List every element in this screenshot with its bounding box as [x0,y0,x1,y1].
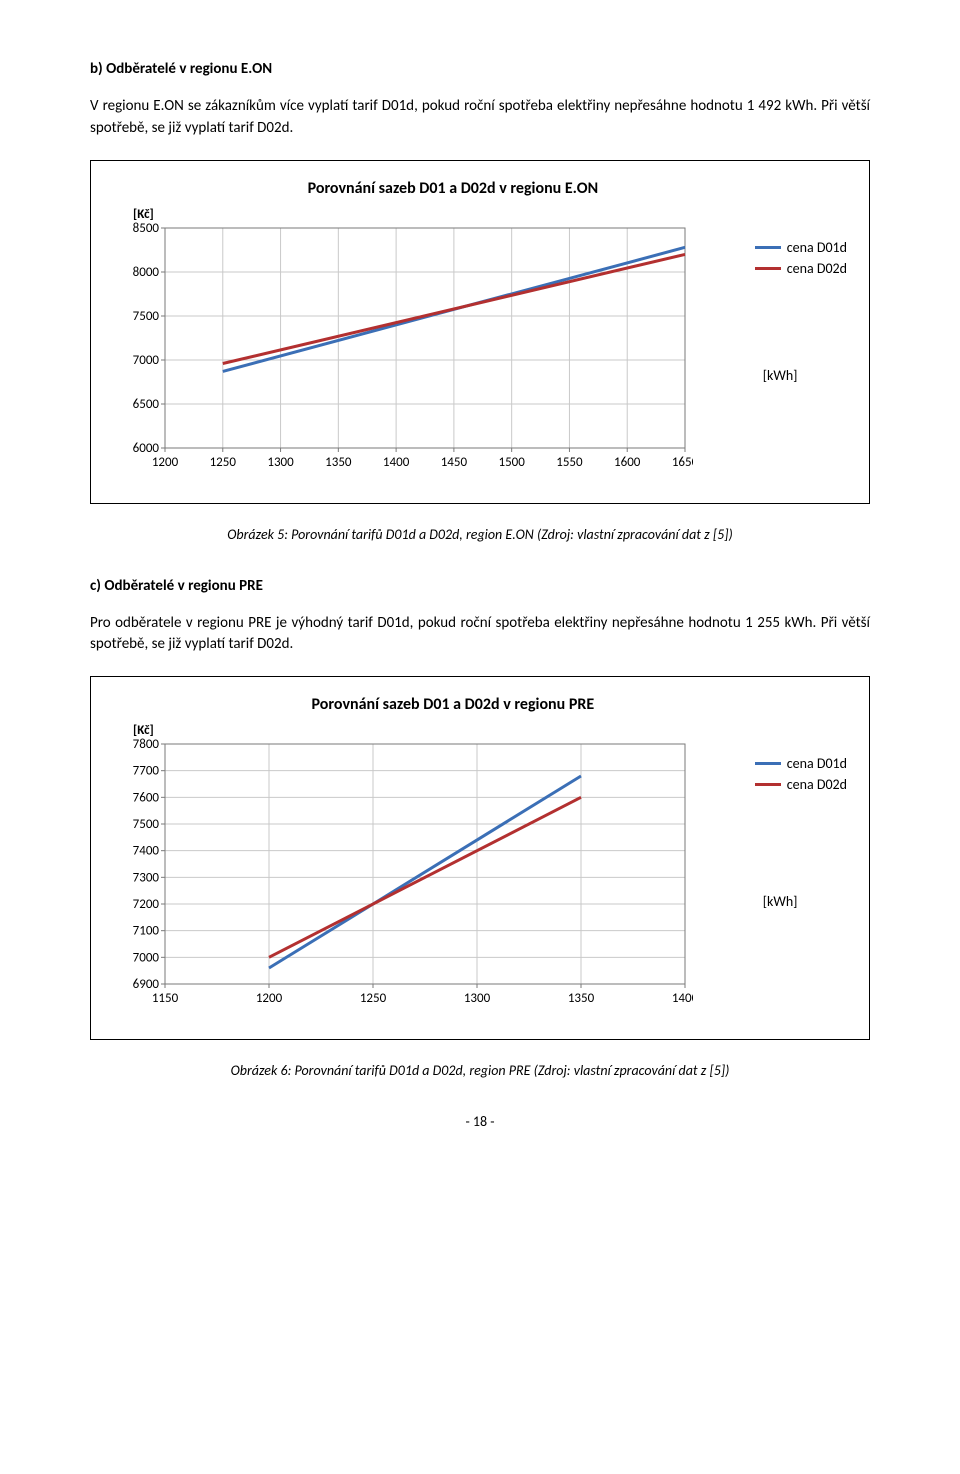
caption-figure-5: Obrázek 5: Porovnání tarifů D01d a D02d,… [90,526,870,543]
svg-text:7500: 7500 [133,817,160,832]
svg-text:1650: 1650 [672,455,693,470]
svg-text:1200: 1200 [152,455,179,470]
svg-text:7500: 7500 [133,309,160,324]
chart-pre-frame: Porovnání sazeb D01 a D02d v regionu PRE… [90,676,870,1040]
legend-item: cena D02d [755,776,847,793]
legend-item: cena D01d [755,755,847,772]
chart-eon: Porovnání sazeb D01 a D02d v regionu E.O… [113,179,741,481]
legend-swatch [755,783,781,786]
svg-text:[Kč]: [Kč] [133,207,154,222]
svg-text:6500: 6500 [133,397,160,412]
svg-text:7000: 7000 [133,950,160,965]
svg-text:7200: 7200 [133,897,160,912]
svg-text:1600: 1600 [614,455,641,470]
chart-pre: Porovnání sazeb D01 a D02d v regionu PRE… [113,695,741,1017]
legend-swatch [755,267,781,270]
legend-label: cena D02d [787,260,847,277]
svg-text:7300: 7300 [133,870,160,885]
section-c-paragraph: Pro odběratele v regionu PRE je výhodný … [90,613,870,657]
legend-item: cena D01d [755,239,847,256]
svg-text:1300: 1300 [267,455,294,470]
svg-text:1150: 1150 [152,991,179,1006]
section-b-paragraph: V regionu E.ON se zákazníkům více vyplat… [90,96,870,140]
svg-text:7400: 7400 [133,844,160,859]
legend-swatch [755,246,781,249]
svg-text:1550: 1550 [556,455,583,470]
section-b-heading: b) Odběratelé v regionu E.ON [90,60,870,78]
svg-text:1250: 1250 [360,991,387,1006]
svg-text:1400: 1400 [672,991,693,1006]
legend-swatch [755,762,781,765]
svg-text:1350: 1350 [325,455,352,470]
chart-title: Porovnání sazeb D01 a D02d v regionu PRE [165,695,741,714]
chart-title: Porovnání sazeb D01 a D02d v regionu E.O… [165,179,741,198]
svg-text:1500: 1500 [498,455,525,470]
legend-label: cena D01d [787,755,847,772]
chart-pre-legend: cena D01d cena D02d [755,695,847,793]
svg-text:1350: 1350 [568,991,595,1006]
svg-text:1250: 1250 [210,455,237,470]
chart-eon-x-unit: [kWh] [755,367,847,384]
svg-text:8000: 8000 [133,265,160,280]
caption-figure-6: Obrázek 6: Porovnání tarifů D01d a D02d,… [90,1062,870,1079]
svg-text:7100: 7100 [133,924,160,939]
svg-text:1450: 1450 [441,455,468,470]
svg-text:1200: 1200 [256,991,283,1006]
svg-text:1400: 1400 [383,455,410,470]
svg-text:7600: 7600 [133,790,160,805]
svg-text:6900: 6900 [133,977,160,992]
svg-text:7700: 7700 [133,764,160,779]
svg-text:7000: 7000 [133,353,160,368]
chart-eon-frame: Porovnání sazeb D01 a D02d v regionu E.O… [90,160,870,504]
svg-text:7800: 7800 [133,737,160,752]
svg-text:1300: 1300 [464,991,491,1006]
svg-text:8500: 8500 [133,221,160,236]
chart-pre-x-unit: [kWh] [755,893,847,910]
page-number: - 18 - [90,1113,870,1130]
legend-label: cena D02d [787,776,847,793]
chart-eon-legend: cena D01d cena D02d [755,179,847,277]
legend-item: cena D02d [755,260,847,277]
legend-label: cena D01d [787,239,847,256]
svg-text:[Kč]: [Kč] [133,723,154,738]
section-c-heading: c) Odběratelé v regionu PRE [90,577,870,595]
svg-text:6000: 6000 [133,441,160,456]
